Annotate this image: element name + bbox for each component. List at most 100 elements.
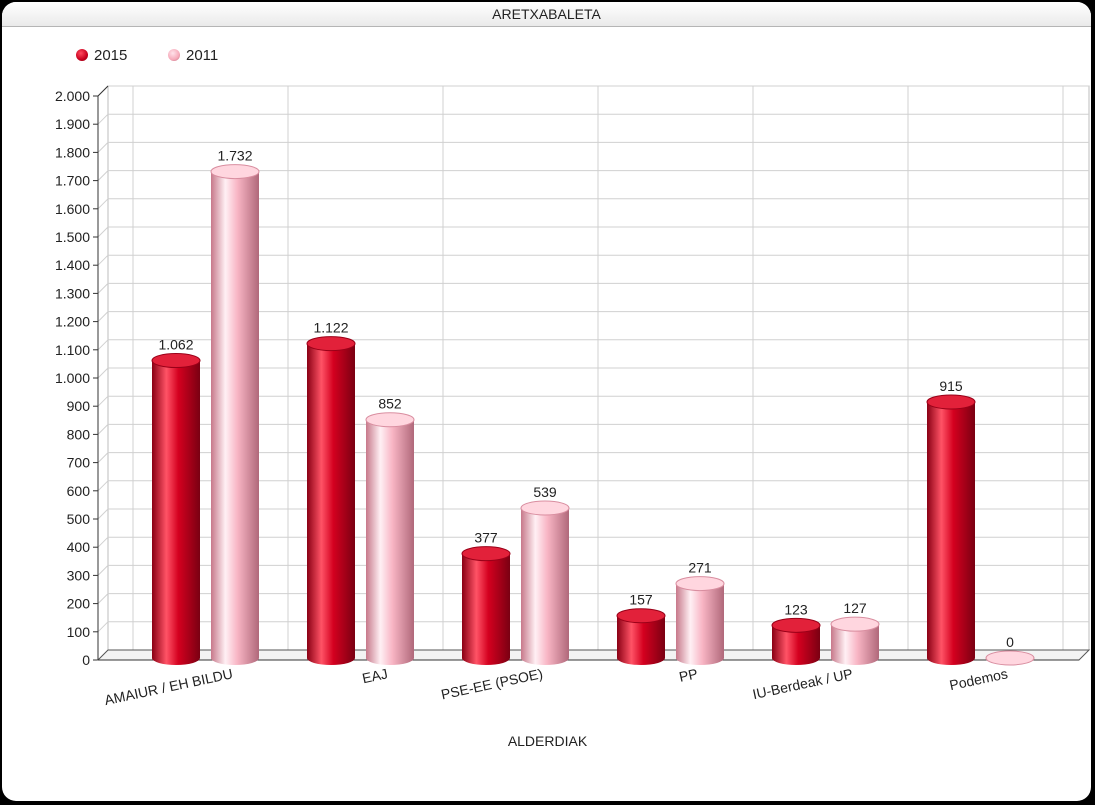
bar-value-label: 157 [629, 592, 653, 608]
y-axis-depth-line [97, 85, 109, 97]
y-gridline-side [97, 508, 109, 520]
y-gridline-side [97, 452, 109, 463]
x-tick-label: IU-Berdeak / UP [751, 665, 854, 702]
legend-marker-2011 [168, 49, 180, 61]
y-gridline-side [97, 142, 109, 153]
bar-value-label: 539 [533, 484, 557, 500]
y-tick-label: 0 [82, 652, 90, 668]
y-tick-label: 1.800 [55, 144, 90, 160]
y-tick-label: 700 [67, 455, 91, 471]
bar-2015-5 [771, 617, 821, 665]
legend-item-2015[interactable]: 2015 [76, 47, 127, 64]
bar-2015-2 [306, 336, 356, 665]
bar-value-label: 1.732 [217, 148, 252, 164]
bar-value-label: 852 [378, 396, 402, 412]
window-title: ARETXABALETA [2, 2, 1091, 27]
x-tick-label: AMAIUR / EH BILDU [103, 665, 234, 708]
y-tick-label: 500 [67, 511, 91, 527]
x-tick-label: Podemos [948, 665, 1009, 693]
bar-value-label: 127 [843, 600, 867, 616]
bar-top [926, 394, 976, 410]
bar-2011-2 [365, 412, 415, 665]
x-tick-label: PSE-EE (PSOE) [440, 665, 545, 702]
y-gridline-side [97, 339, 109, 351]
bar-top [985, 650, 1035, 666]
bar-body [211, 171, 259, 666]
bar-value-label: 1.062 [158, 337, 193, 353]
y-tick-label: 200 [67, 596, 91, 612]
y-tick-label: 800 [67, 426, 91, 442]
bar-top [830, 616, 880, 632]
legend-label-2015: 2015 [94, 47, 128, 64]
bar-2011-4 [675, 576, 725, 665]
bar-top [461, 546, 511, 562]
y-tick-label: 900 [67, 398, 91, 414]
y-tick-label: 1.700 [55, 173, 90, 189]
x-tick-label: PP [678, 665, 700, 685]
y-gridline-side [97, 367, 109, 379]
bar-body [772, 625, 820, 665]
bar-value-label: 0 [1006, 634, 1014, 650]
bar-body [366, 419, 414, 665]
x-axis-title: ALDERDIAK [507, 733, 588, 749]
y-tick-label: 1.900 [55, 116, 90, 132]
bar-body [521, 508, 569, 665]
bar-value-label: 271 [688, 560, 712, 576]
y-gridline-side [97, 170, 109, 181]
y-tick-label: 1.400 [55, 257, 90, 273]
bar-2011-1 [210, 164, 260, 666]
y-tick-label: 100 [67, 624, 91, 640]
bar-top [675, 576, 725, 592]
bar-2011-5 [830, 616, 880, 665]
y-gridline-side [97, 480, 109, 492]
bar-2015-4 [616, 608, 666, 665]
y-tick-label: 1.500 [55, 229, 90, 245]
bar-top [616, 608, 666, 624]
y-tick-label: 1.600 [55, 201, 90, 217]
bar-2015-3 [461, 546, 511, 665]
bar-top [365, 412, 415, 428]
bar-2015-6 [926, 394, 976, 665]
bar-body [617, 615, 665, 665]
bar-body [831, 624, 879, 665]
y-gridline-side [97, 395, 109, 407]
bar-value-label: 377 [474, 530, 498, 546]
bar-2015-1 [151, 353, 201, 665]
bar-top [771, 617, 821, 633]
bar-top [151, 353, 201, 369]
legend-marker-2015 [76, 49, 88, 61]
y-gridline-side [97, 311, 109, 322]
y-tick-label: 1.100 [55, 342, 90, 358]
bar-top [306, 336, 356, 352]
y-gridline-side [97, 113, 109, 125]
y-gridline-side [97, 198, 109, 210]
bar-value-label: 1.122 [313, 320, 348, 336]
y-gridline-side [97, 424, 109, 435]
legend-label-2011: 2011 [186, 47, 219, 64]
x-tick-label: EAJ [361, 665, 389, 686]
bar-top [520, 500, 570, 516]
bar-body [307, 343, 355, 665]
legend-item-2011[interactable]: 2011 [168, 47, 218, 64]
y-gridline-side [97, 283, 109, 294]
y-tick-label: 1.300 [55, 285, 90, 301]
y-tick-label: 1.200 [55, 314, 90, 330]
bar-top [210, 164, 260, 180]
y-gridline-side [97, 565, 109, 576]
y-gridline-side [97, 621, 109, 633]
y-tick-label: 400 [67, 539, 91, 555]
bar-value-label: 915 [939, 378, 963, 394]
y-tick-label: 600 [67, 483, 91, 499]
bar-body [927, 401, 975, 665]
y-gridline-side [97, 226, 109, 238]
bar-body [462, 553, 510, 665]
y-tick-label: 300 [67, 567, 91, 583]
y-gridline-side [97, 536, 109, 548]
bar-body [152, 360, 200, 665]
y-tick-label: 1.000 [55, 370, 90, 386]
bar-2011-6 [985, 650, 1035, 666]
bar-body [676, 583, 724, 665]
y-gridline-side [97, 593, 109, 604]
y-gridline-side [97, 254, 109, 266]
